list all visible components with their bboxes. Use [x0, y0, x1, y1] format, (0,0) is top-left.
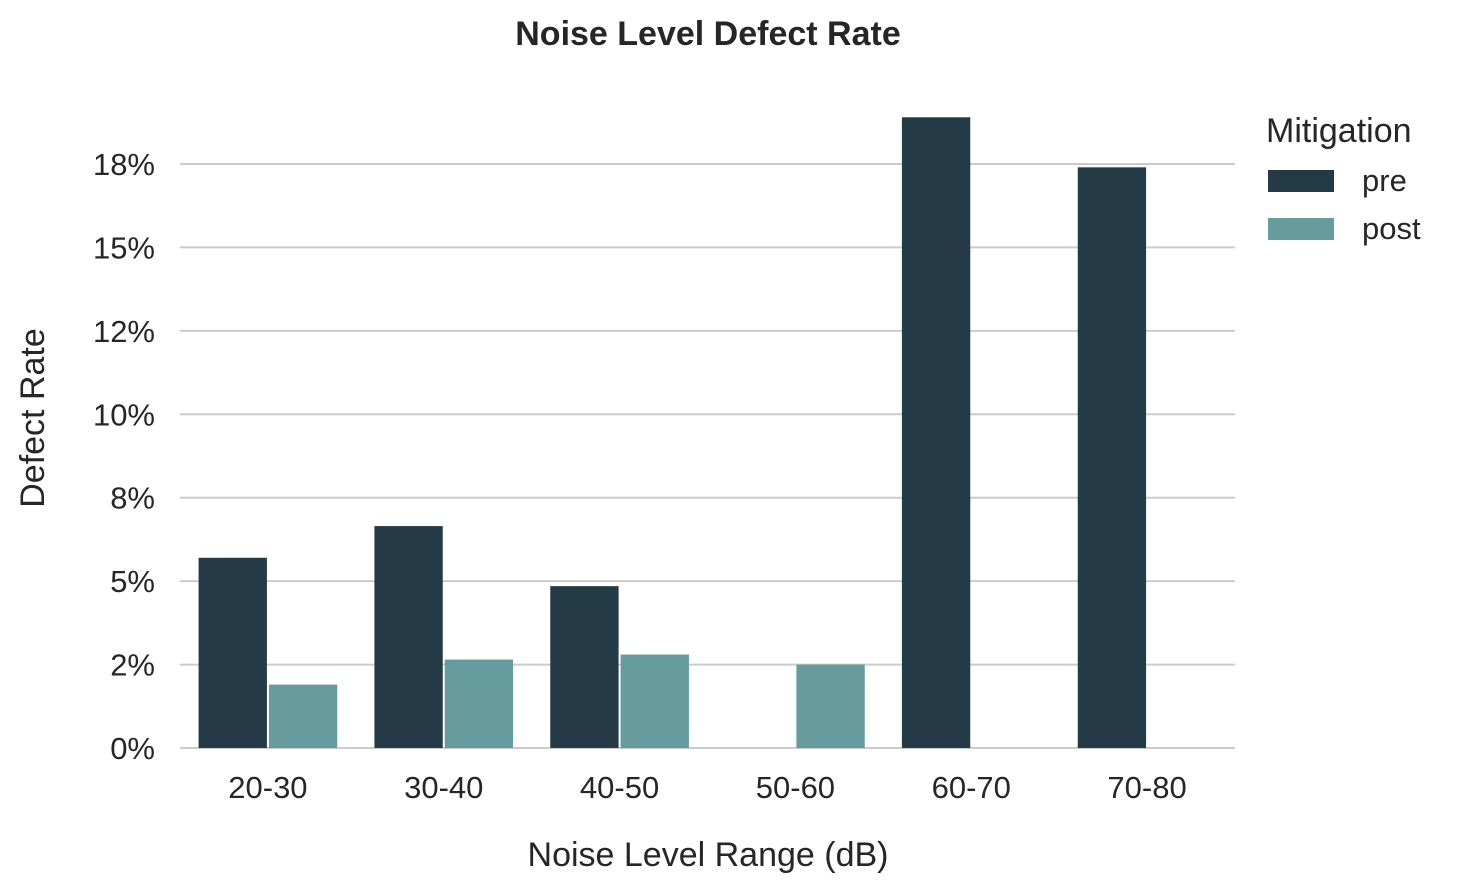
y-tick-label-5: 12% [93, 314, 155, 349]
x-tick-label-40-50: 40-50 [580, 770, 659, 805]
y-tick-label-7: 18% [93, 147, 155, 182]
bar-post-30-40 [444, 659, 514, 748]
legend-label-pre: pre [1362, 163, 1407, 198]
y-tick-label-6: 15% [93, 230, 155, 265]
y-axis-label: Defect Rate [14, 328, 52, 508]
y-tick-label-0: 0% [110, 731, 155, 766]
legend-swatch-pre [1268, 170, 1334, 192]
bar-pre-40-50 [550, 586, 619, 748]
y-tick-label-4: 10% [93, 397, 155, 432]
x-axis: 20-30 30-40 40-50 50-60 60-70 70-80 [228, 770, 1186, 805]
x-tick-label-60-70: 60-70 [932, 770, 1011, 805]
bar-post-40-50 [620, 654, 689, 748]
bar-pre-70-80 [1077, 167, 1147, 748]
x-axis-label: Noise Level Range (dB) [528, 836, 889, 874]
bar-pre-60-70 [901, 117, 971, 748]
bar-pre-30-40 [374, 526, 443, 748]
y-axis: 0% 2% 5% 8% 10% 12% 15% 18% [93, 147, 155, 766]
legend-title: Mitigation [1266, 112, 1412, 150]
legend: Mitigation pre post [1266, 112, 1421, 246]
bars [198, 117, 1147, 748]
bar-post-20-30 [268, 684, 338, 748]
legend-label-post: post [1362, 211, 1421, 246]
y-tick-label-3: 8% [110, 481, 155, 516]
y-tick-label-1: 2% [110, 648, 155, 683]
x-tick-label-70-80: 70-80 [1107, 770, 1186, 805]
gridlines [180, 163, 1235, 749]
y-tick-label-2: 5% [110, 564, 155, 599]
bar-post-50-60 [796, 664, 865, 748]
x-tick-label-30-40: 30-40 [404, 770, 483, 805]
chart-title: Noise Level Defect Rate [515, 15, 901, 53]
bar-pre-20-30 [198, 557, 267, 748]
legend-swatch-post [1268, 218, 1334, 240]
x-tick-label-20-30: 20-30 [228, 770, 307, 805]
x-tick-label-50-60: 50-60 [756, 770, 835, 805]
